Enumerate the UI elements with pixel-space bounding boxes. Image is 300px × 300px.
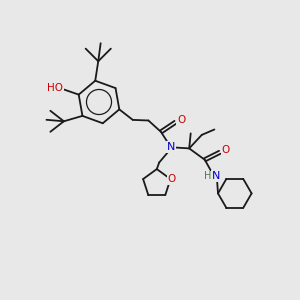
- Text: O: O: [177, 115, 185, 125]
- Text: O: O: [168, 174, 176, 184]
- Text: HO: HO: [47, 83, 63, 93]
- Text: N: N: [167, 142, 175, 152]
- Text: N: N: [212, 171, 220, 181]
- Text: H: H: [204, 171, 212, 181]
- Text: O: O: [222, 146, 230, 155]
